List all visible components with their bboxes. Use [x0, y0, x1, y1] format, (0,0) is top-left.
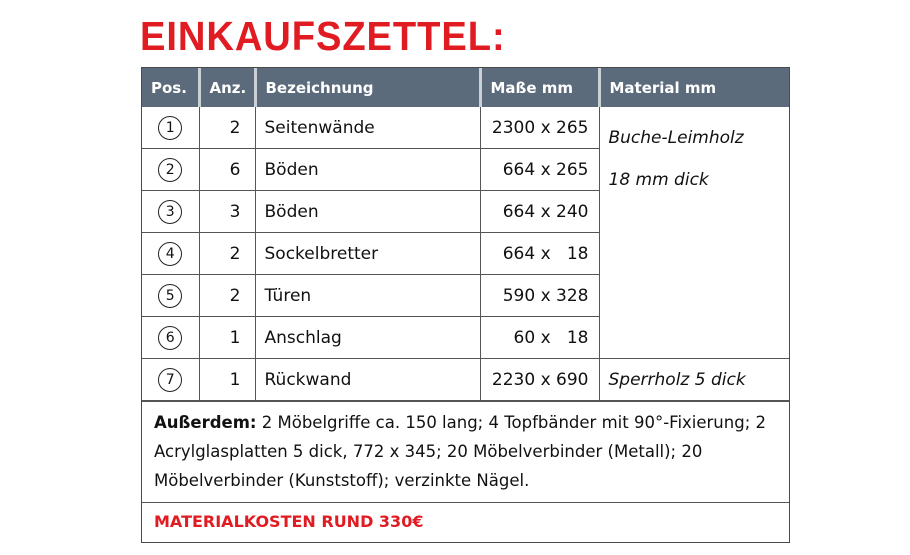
part-name: Anschlag — [254, 316, 481, 359]
notes-label: Außerdem: — [154, 413, 257, 432]
shopping-list-table: Pos. Anz. Bezeichnung Maße mm Material m… — [141, 67, 790, 543]
position-badge: 1 — [158, 115, 183, 140]
dimensions: 664 x 240 — [479, 190, 599, 233]
position-badge: 4 — [158, 241, 183, 266]
dimensions: 664 x 18 — [479, 232, 599, 275]
material-beech: Buche-Leimholz 18 mm dick — [598, 107, 789, 359]
dimensions: 664 x 265 — [479, 148, 599, 191]
quantity: 6 — [198, 148, 256, 191]
dimensions: 2300 x 265 — [479, 107, 600, 149]
position-badge: 6 — [158, 325, 183, 350]
table-row: 5 2 Türen 590 x 328 — [142, 274, 789, 317]
notes-text: 2 Möbelgriffe ca. 150 lang; 4 Topfbänder… — [154, 413, 767, 490]
header-masse: Maße mm — [480, 68, 601, 107]
quantity: 3 — [198, 190, 256, 233]
additional-items-note: Außerdem: 2 Möbelgriffe ca. 150 lang; 4 … — [142, 401, 789, 502]
table-header-row: Pos. Anz. Bezeichnung Maße mm Material m… — [142, 68, 789, 107]
position-badge: 2 — [158, 157, 183, 182]
position-badge: 3 — [158, 199, 183, 224]
quantity: 2 — [198, 274, 256, 317]
position-badge: 5 — [158, 283, 183, 308]
quantity: 1 — [198, 358, 256, 401]
materials-table: Pos. Anz. Bezeichnung Maße mm Material m… — [142, 68, 789, 401]
part-name: Böden — [254, 148, 481, 191]
part-name: Türen — [254, 274, 481, 317]
position-badge: 7 — [158, 367, 183, 392]
material-cost: MATERIALKOSTEN RUND 330€ — [142, 502, 789, 541]
dimensions: 60 x 18 — [479, 316, 599, 359]
material-plywood: Sperrholz 5 dick — [598, 358, 789, 401]
page-title: EINKAUFSZETTEL: — [140, 13, 506, 59]
header-material: Material mm — [599, 68, 789, 107]
part-name: Rückwand — [254, 358, 481, 401]
dimensions: 590 x 328 — [479, 274, 599, 317]
part-name: Sockelbretter — [254, 232, 481, 275]
table-row: 1 2 Seitenwände 2300 x 265 Buche-Leimhol… — [142, 107, 789, 359]
header-bezeichnung: Bezeichnung — [255, 68, 482, 107]
quantity: 1 — [198, 316, 256, 359]
header-anz: Anz. — [199, 68, 257, 107]
quantity: 2 — [198, 107, 256, 149]
table-row: 4 2 Sockelbretter 664 x 18 — [142, 232, 789, 275]
part-name: Böden — [254, 190, 481, 233]
table-row: 7 1 Rückwand 2230 x 690 Sperrholz 5 dick — [142, 358, 789, 401]
part-name: Seitenwände — [254, 107, 481, 149]
material-line-2: 18 mm dick — [608, 170, 709, 190]
material-line-1: Buche-Leimholz — [608, 128, 744, 148]
dimensions: 2230 x 690 — [479, 358, 600, 401]
quantity: 2 — [198, 232, 256, 275]
table-row: 6 1 Anschlag 60 x 18 — [142, 316, 789, 359]
header-pos: Pos. — [142, 68, 201, 107]
